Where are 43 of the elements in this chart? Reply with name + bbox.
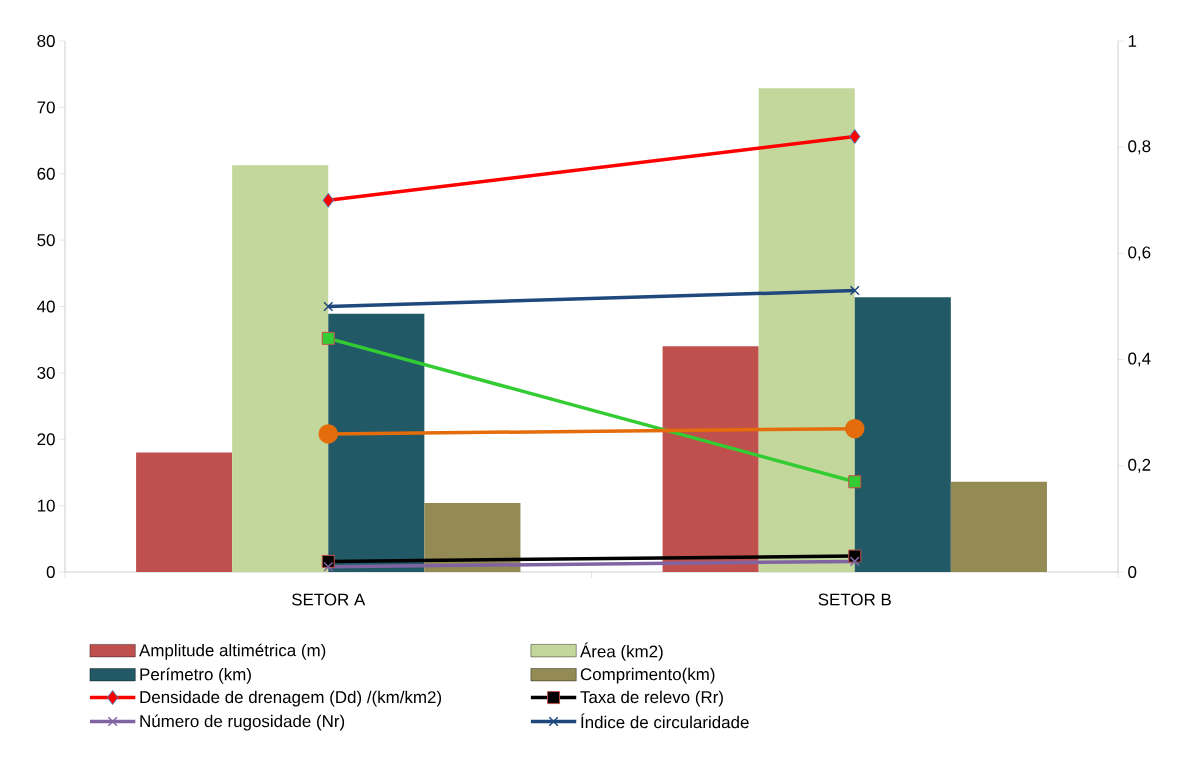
legend-label: Índice de circularidade [581,713,749,729]
y-tick-label: 50 [37,234,55,247]
point [849,285,860,296]
bar [328,313,425,572]
point [848,475,862,489]
y-tick-label: 60 [37,167,55,180]
bar [136,452,233,572]
y-tick-label: 20 [37,433,55,446]
legend-label: Perímetro (km) [140,667,251,684]
bar [232,165,329,572]
bar [758,88,855,572]
legend-label: Número de rugosidade (Nr) [140,714,345,731]
y-tick-label: 0 [46,566,55,578]
point [849,556,860,567]
legend-label: Área (km2) [580,642,663,661]
legend-label: Comprimento(km) [580,667,715,684]
y-tick-label: 80 [37,35,55,48]
y2-tick-label: 0,8 [1128,140,1151,155]
y2-tick-label: 1 [1128,35,1137,47]
x-tick-label: SETOR B [818,593,891,606]
point [845,418,865,439]
point [849,129,861,145]
legend-label: Densidade de drenagem (Dd) /(km/km2) [140,690,442,707]
point [322,192,335,208]
point [321,331,335,345]
x-tick-label: SETOR A [292,593,366,606]
y-tick-label: 30 [37,366,55,379]
legend-label: Taxa de relevo (Rr) [580,690,723,707]
bar [950,481,1047,572]
y-tick-label: 70 [37,101,55,114]
legend-label: Amplitude altimétrica (m) [139,643,326,660]
bar [854,297,951,572]
y2-tick-label: 0,6 [1128,246,1151,261]
point [323,561,334,572]
y2-tick-label: 0 [1128,566,1137,579]
point [323,301,334,312]
bar [424,502,521,572]
point [318,424,339,444]
y-tick-label: 10 [37,499,55,512]
y-tick-label: 40 [37,300,55,313]
y2-tick-label: 0,2 [1128,458,1151,473]
y2-tick-label: 0,4 [1128,352,1151,367]
bar [662,346,759,572]
